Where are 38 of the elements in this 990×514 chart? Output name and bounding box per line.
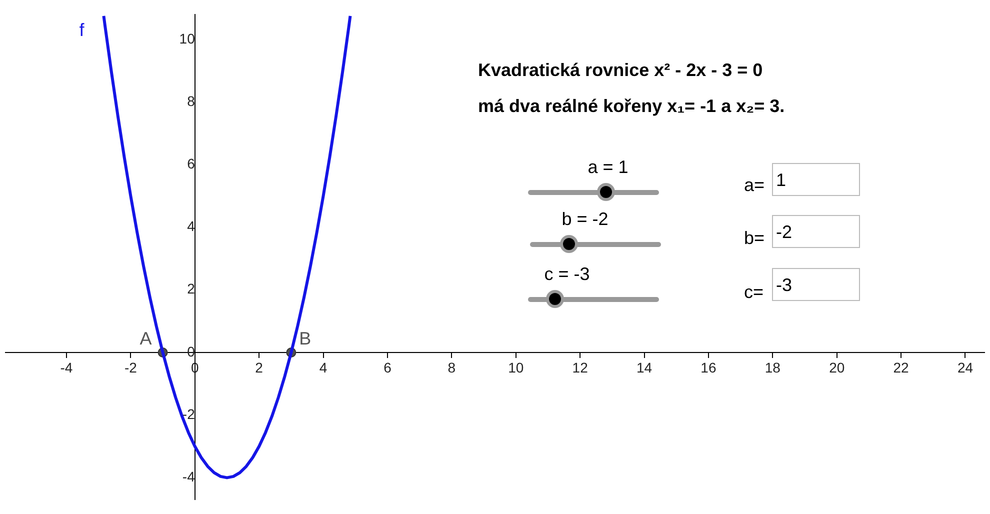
x-tick-label: -2 <box>124 360 138 376</box>
annotation: c = -3 <box>544 264 590 285</box>
x-tick-label: 22 <box>893 360 910 376</box>
y-tick-label: 4 <box>187 218 196 234</box>
annotation: b = -2 <box>562 209 608 230</box>
data-label: A <box>140 328 152 348</box>
text-field: 1 <box>772 163 860 196</box>
annotation: 1 <box>776 170 786 191</box>
x-tick-label: 14 <box>636 360 652 376</box>
y-tick-label: 2 <box>187 280 196 297</box>
y-tick-label: 10 <box>179 30 196 46</box>
y-tick-label: -4 <box>182 468 196 485</box>
text-field: -3 <box>772 268 860 301</box>
annotation: -3 <box>776 275 792 296</box>
annotation: -2 <box>776 222 792 243</box>
y-tick-label: 6 <box>187 156 196 172</box>
text-field: -2 <box>772 215 860 248</box>
x-tick-label: -4 <box>60 360 73 376</box>
x-tick-label: 18 <box>764 360 781 376</box>
series-label: f <box>79 20 86 40</box>
x-tick-label: 12 <box>572 360 588 376</box>
annotation: c= <box>744 282 764 303</box>
annotation: a = 1 <box>588 157 628 178</box>
x-tick-label: 8 <box>448 360 456 376</box>
x-tick-label: 2 <box>255 360 264 376</box>
annotation: b= <box>744 228 765 249</box>
annotation: a= <box>744 175 765 196</box>
annotation: Kvadratická rovnice x² - 2x - 3 = 0 <box>478 60 763 81</box>
x-tick-label: 6 <box>384 360 392 376</box>
x-tick-label: 4 <box>319 360 328 376</box>
x-tick-label: 20 <box>829 360 845 376</box>
y-tick-label: 8 <box>187 92 196 109</box>
data-label: B <box>299 328 312 348</box>
x-tick-label: 16 <box>700 360 716 376</box>
x-tick-label: 24 <box>957 360 974 376</box>
annotation: má dva reálné kořeny x₁= -1 a x₂= 3. <box>478 96 785 117</box>
y-tick-label: -2 <box>182 406 196 422</box>
x-tick-label: 10 <box>508 360 524 376</box>
